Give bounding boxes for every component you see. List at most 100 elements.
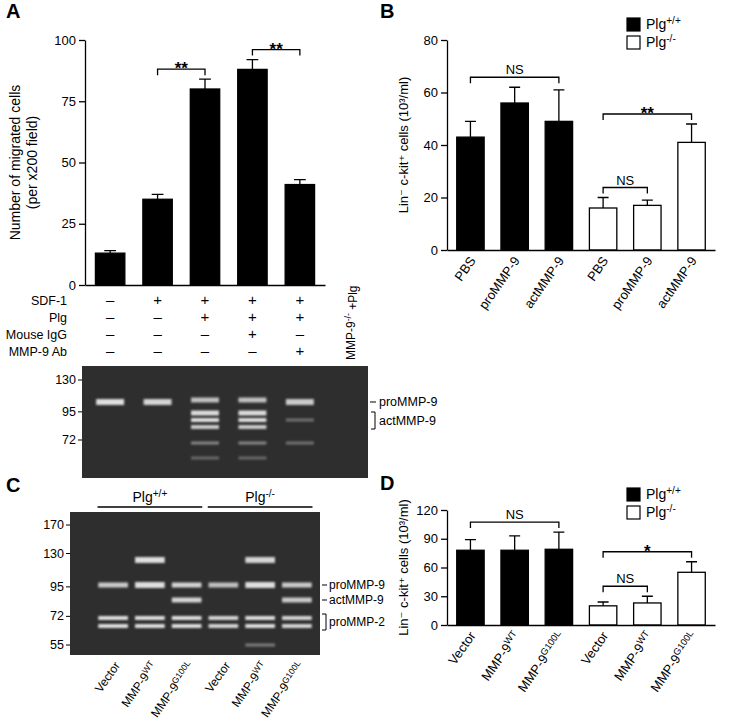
y-tick: 0 [431, 618, 447, 633]
superscript: -/- [343, 313, 353, 321]
y-axis: 0255075100 [54, 33, 85, 293]
condition-label: MMP-9 Ab [9, 345, 67, 359]
tick-mark [441, 92, 447, 93]
group-line [208, 506, 313, 507]
condition-value: – [248, 342, 257, 359]
condition-label: SDF-1 [31, 294, 67, 308]
gel-band [245, 624, 275, 628]
tick-mark [441, 40, 447, 41]
gel-band [172, 583, 202, 588]
text-part: Number of migrated cells [7, 85, 23, 241]
label-bracket [322, 614, 326, 630]
error-bar [247, 60, 259, 70]
gel-band [172, 598, 202, 603]
tick-label: Vector [445, 628, 479, 667]
bar [457, 550, 484, 625]
legend-swatch [627, 488, 640, 501]
marker-tick [66, 586, 70, 587]
marker-label: 130 [55, 373, 76, 387]
tick-label: PBS [451, 253, 478, 283]
gel-band [245, 644, 275, 647]
gel-band [135, 616, 165, 620]
bar [143, 199, 172, 285]
bar [501, 103, 528, 250]
tick-label: 75 [62, 94, 76, 109]
panel-label: C [6, 474, 20, 496]
y-tick: 0 [431, 243, 447, 258]
plot-marks [457, 87, 706, 250]
gel-band [98, 583, 128, 588]
tick-mark [79, 285, 85, 286]
text-part: Plg [646, 34, 666, 50]
tick-mark [441, 539, 447, 540]
gel-band [282, 616, 312, 620]
gel-band [282, 624, 312, 628]
x-axis: PBSproMMP-9actMMP-9PBSproMMP-9actMMP-9 [448, 251, 716, 313]
group-label: Plg+/+ [132, 488, 167, 505]
gel-band [172, 616, 202, 620]
superscript: WT [250, 658, 266, 675]
marker-label: 95 [50, 580, 64, 594]
bar [634, 205, 661, 250]
text-part: Lin⁻ c-kit⁺ cells (10³/ml) [396, 77, 411, 214]
gel-band [191, 418, 219, 422]
text-part: Plg [646, 16, 666, 32]
text-part: MMP-9 [515, 652, 551, 695]
axis-line [448, 625, 716, 626]
marker-label: 95 [62, 405, 76, 419]
x-tick: proMMP-9 [608, 254, 655, 312]
y-axis: 020406080 [424, 33, 448, 258]
condition-value: + [153, 291, 162, 308]
axis-line [447, 511, 448, 626]
tick-label: actMMP-9 [521, 254, 567, 311]
bar [95, 253, 124, 285]
error-bar [598, 198, 609, 209]
tick-label: 60 [424, 85, 438, 100]
tick-label: MMP-9G100L [647, 629, 700, 695]
marker-label: 72 [50, 609, 64, 623]
condition-value: – [201, 325, 210, 342]
superscript: +/+ [666, 15, 681, 26]
x-tick: proMMP-9 [476, 254, 523, 312]
gel-band [209, 583, 239, 588]
condition-value: + [201, 308, 210, 325]
x-tick: MMP-9G100L [647, 629, 700, 695]
label-bracket [371, 412, 375, 429]
condition-value: – [106, 308, 115, 325]
tick-label: 0 [431, 618, 438, 633]
bar [589, 208, 616, 250]
gel-band [191, 411, 219, 416]
significance-bracket [603, 188, 647, 194]
tick-mark [441, 567, 447, 568]
lane-label: MMP-9G100L [258, 658, 307, 720]
panel-label: D [380, 472, 394, 494]
significance-bracket [470, 77, 558, 83]
gel-band [238, 398, 266, 403]
x-tick: PBS [451, 253, 478, 283]
significance-label: * [644, 542, 651, 561]
superscript: +/+ [153, 488, 168, 499]
tick-label: 90 [424, 531, 438, 546]
text-part: Plg [646, 486, 666, 502]
gel-band [209, 616, 239, 620]
tick-label: 0 [431, 243, 438, 258]
band-label: actMMP-9 [379, 414, 436, 428]
legend-swatch [627, 36, 640, 49]
gel-band [286, 399, 314, 405]
x-tick: MMP-9WT [478, 628, 523, 683]
tick-mark [79, 101, 85, 102]
marker-label: 130 [43, 547, 64, 561]
panel-label: B [380, 0, 394, 22]
text-part: Plg [245, 489, 265, 505]
y-axis-title: Number of migrated cells(per x200 field) [7, 85, 40, 241]
bar [634, 603, 661, 625]
superscript: -/- [666, 503, 676, 514]
tick-mark [441, 250, 447, 251]
superscript: G100L [169, 658, 192, 685]
text-part: (per x200 field) [24, 116, 40, 209]
plot-marks [95, 60, 314, 285]
y-axis: 0306090120 [416, 503, 447, 633]
bar [285, 185, 314, 285]
tick-mark [441, 145, 447, 146]
significance-label: ** [175, 59, 189, 78]
